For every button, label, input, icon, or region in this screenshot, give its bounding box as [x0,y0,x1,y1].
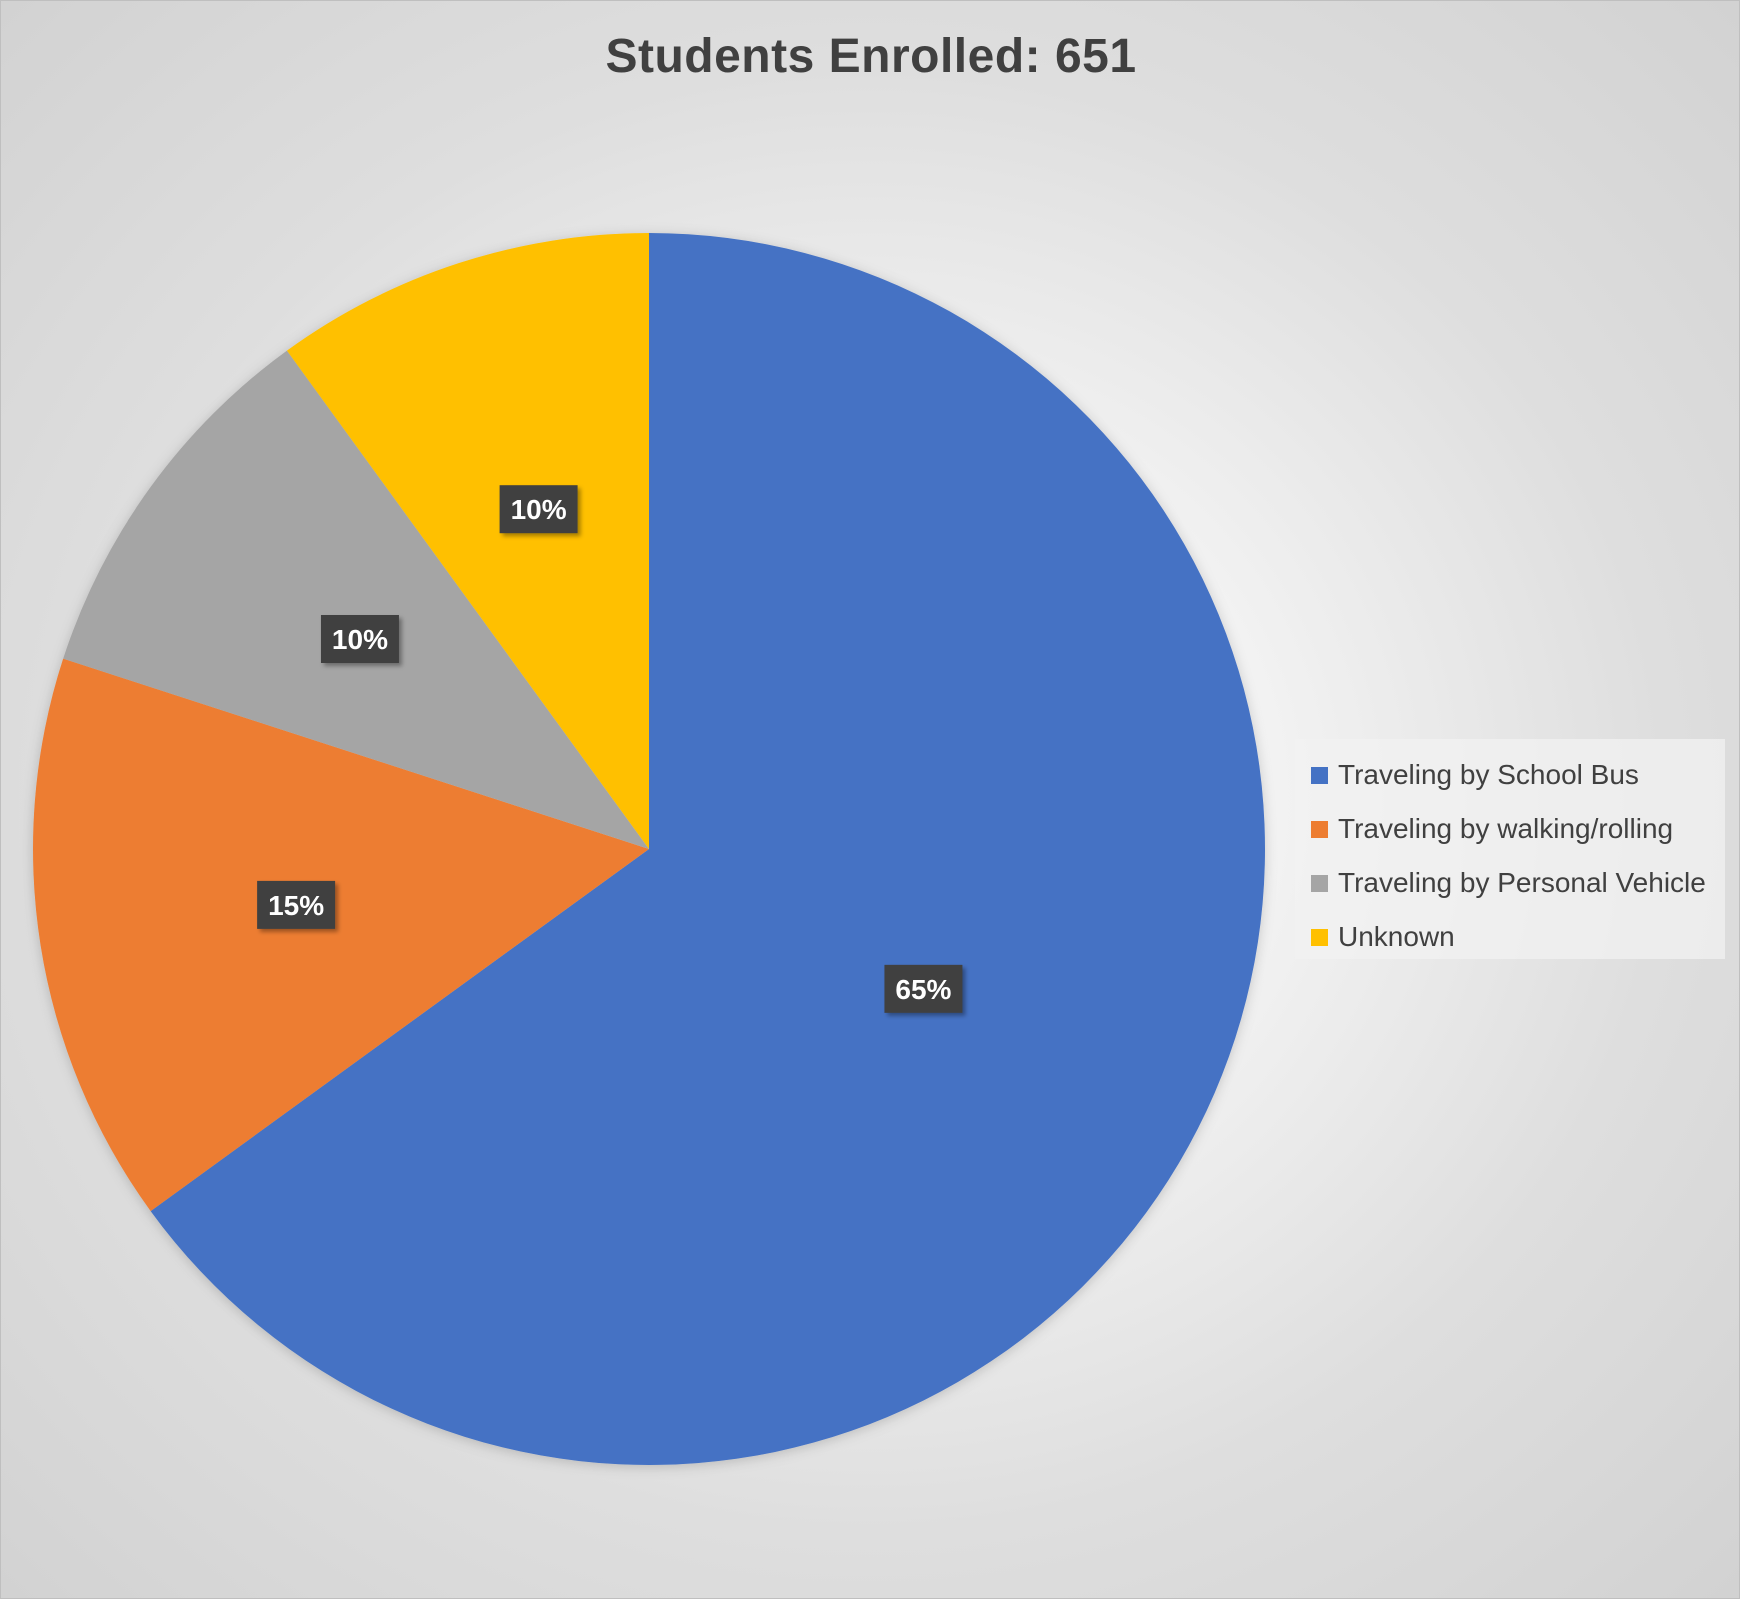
legend-swatch [1311,928,1328,946]
legend-label: Traveling by Personal Vehicle [1338,867,1706,898]
legend-swatch [1311,874,1328,892]
legend-swatch [1311,820,1328,838]
data-label-text: 10% [332,624,388,655]
data-label-box [320,614,399,663]
legend-swatch [1311,766,1328,784]
legend-item: Unknown [1311,917,1455,957]
data-label-text: 65% [895,974,951,1005]
data-label-text: 15% [268,890,324,921]
data-label: 10% [320,614,399,663]
data-label-box [884,964,963,1013]
pie-slice-traveling-by-personal-vehicle [63,350,650,849]
legend-item: Traveling by School Bus [1311,755,1639,795]
data-label-box [499,485,578,534]
data-label-text: 10% [511,494,567,525]
chart-title: Students Enrolled: 651 [605,30,1137,83]
legend-item: Traveling by Personal Vehicle [1311,863,1706,903]
data-label: 10% [499,485,578,534]
legend: Traveling by School Bus Traveling by walk… [1295,739,1725,959]
pie-slice-traveling-by-walking-rolling [33,658,650,1212]
legend-item: Traveling by walking/rolling [1311,809,1673,849]
legend-label: Traveling by School Bus [1338,759,1639,790]
pie-slice-traveling-by-school-bus [150,233,1266,1465]
legend-label: Traveling by walking/rolling [1338,813,1674,844]
pie-slice-unknown [286,233,649,849]
legend-label: Unknown [1338,921,1455,952]
data-label: 15% [257,880,336,929]
data-label: 65% [884,964,963,1013]
data-label-box [257,880,336,929]
